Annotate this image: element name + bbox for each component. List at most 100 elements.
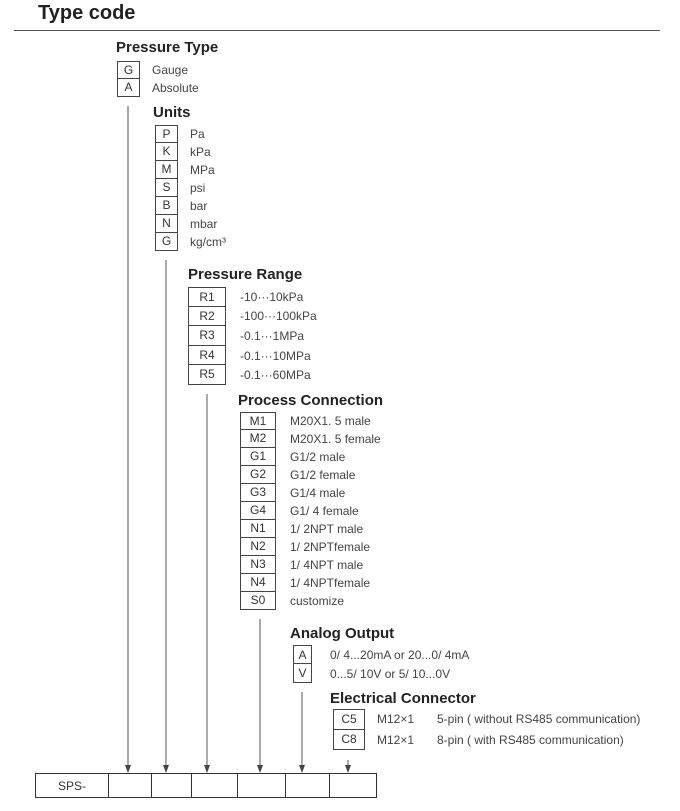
arrow-head-icon [204, 765, 210, 773]
option-row: R2 -100···100kPa [188, 306, 317, 327]
title-divider [14, 30, 660, 31]
option-code: R3 [188, 326, 226, 346]
option-label: M20X1. 5 female [290, 432, 381, 446]
option-row: N1 1/ 2NPT male [240, 520, 363, 538]
option-code: R5 [188, 365, 226, 385]
code-prefix: SPS- [57, 778, 86, 793]
option-row: S0 customize [240, 592, 344, 610]
option-code: N2 [240, 538, 276, 556]
option-label: M12×1 [377, 712, 415, 727]
option-code: B [155, 197, 178, 215]
option-code: A [117, 79, 140, 97]
code-slot [191, 774, 237, 797]
electrical-connector-heading: Electrical Connector [330, 690, 476, 707]
option-label: Absolute [152, 81, 199, 95]
option-label: M20X1. 5 male [290, 414, 371, 428]
option-row: M MPa [155, 161, 215, 179]
option-label: bar [190, 199, 208, 213]
option-code: R4 [188, 345, 226, 366]
option-label: -0.1···60MPa [240, 368, 311, 383]
option-label: Gauge [152, 63, 189, 77]
type-code-bar: SPS- [35, 773, 377, 798]
option-row: G Gauge [117, 61, 188, 79]
analog-output-options: A 0/ 4...20mA or 20...0/ 4mA V 0...5/ 10V o… [293, 645, 469, 683]
option-row: A Absolute [117, 79, 199, 97]
option-label: kg/cm³ [190, 235, 226, 249]
option-code: G2 [240, 466, 276, 484]
option-row: N3 1/ 4NPT male [240, 556, 363, 574]
option-row: R5 -0.1···60MPa [188, 365, 311, 385]
option-row: N2 1/ 2NPTfemale [240, 538, 370, 556]
analog-output-heading: Analog Output [290, 625, 395, 642]
option-row: G2 G1/2 female [240, 466, 355, 484]
option-label: G1/ 4 female [290, 504, 359, 518]
option-code: N [155, 215, 178, 233]
option-row: C5 M12×1 5-pin ( without RS485 communicati… [333, 709, 640, 730]
option-row: P Pa [155, 125, 205, 143]
electrical-connector-options: C5 M12×1 5-pin ( without RS485 communicati… [333, 709, 640, 750]
option-label: customize [290, 594, 345, 608]
option-label: 1/ 4NPT male [290, 558, 364, 572]
option-row: V 0...5/ 10V or 5/ 10...0V [293, 664, 450, 683]
option-label: 0/ 4...20mA or 20...0/ 4mA [330, 647, 470, 662]
option-code: N3 [240, 556, 276, 574]
option-label: G1/2 male [290, 450, 346, 464]
option-label: mbar [190, 217, 218, 231]
option-code: R2 [188, 306, 226, 327]
pressure-range-options: R1 -10···10kPa R2 -100···100kPa R3 -0.1···1MP… [188, 287, 317, 385]
code-slot [329, 774, 376, 797]
page-title: Type code [38, 2, 136, 24]
option-label: G1/2 female [290, 468, 356, 482]
option-row: R1 -10···10kPa [188, 287, 303, 307]
arrow-head-icon [299, 765, 305, 773]
option-label: 1/ 4NPTfemale [290, 576, 371, 590]
option-code: P [155, 125, 178, 143]
option-label: Pa [190, 127, 205, 141]
option-code: S0 [240, 592, 276, 610]
option-code: R1 [188, 287, 226, 307]
option-label: M12×1 [377, 732, 415, 747]
option-code: M2 [240, 430, 276, 448]
code-slot [151, 774, 191, 797]
option-code: V [293, 664, 312, 683]
option-code: M [155, 161, 178, 179]
option-row: R4 -0.1···10MPa [188, 345, 311, 366]
option-row: G1 G1/2 male [240, 448, 345, 466]
option-label: kPa [190, 145, 211, 159]
option-code: A [293, 645, 312, 664]
option-label: psi [190, 181, 206, 195]
arrow-head-icon [257, 765, 263, 773]
option-row: R3 -0.1···1MPa [188, 326, 304, 346]
option-label: -100···100kPa [240, 309, 317, 324]
pressure-range-heading: Pressure Range [188, 266, 303, 283]
option-label: 1/ 2NPTfemale [290, 540, 371, 554]
option-code: G1 [240, 448, 276, 466]
option-code: G [117, 61, 140, 79]
option-label: 1/ 2NPT male [290, 522, 364, 536]
option-code: G4 [240, 502, 276, 520]
option-row: M1 M20X1. 5 male [240, 412, 371, 430]
option-row: C8 M12×1 8-pin ( with RS485 communication) [333, 729, 624, 750]
option-code: K [155, 143, 178, 161]
option-row: A 0/ 4...20mA or 20...0/ 4mA [293, 645, 469, 664]
option-label: -0.1···10MPa [240, 348, 311, 363]
option-code: S [155, 179, 178, 197]
arrow-head-icon [345, 765, 351, 773]
option-code: G [155, 233, 178, 251]
option-code: N1 [240, 520, 276, 538]
option-row: M2 M20X1. 5 female [240, 430, 381, 448]
option-code: M1 [240, 412, 276, 430]
option-label: 0...5/ 10V or 5/ 10...0V [330, 666, 451, 681]
option-code: N4 [240, 574, 276, 592]
option-label: -10···10kPa [240, 289, 304, 304]
arrow-head-icon [163, 765, 169, 773]
units-heading: Units [153, 104, 191, 121]
option-code: C8 [333, 729, 365, 750]
